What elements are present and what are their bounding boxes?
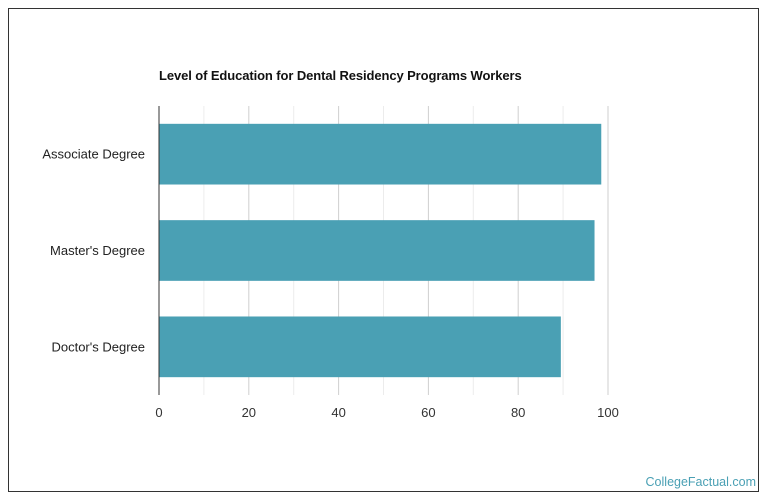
x-tick-label: 20 bbox=[242, 405, 256, 420]
category-label: Associate Degree bbox=[42, 147, 145, 162]
x-tick-label: 60 bbox=[421, 405, 435, 420]
watermark[interactable]: CollegeFactual.com bbox=[645, 475, 756, 489]
x-tick-label: 40 bbox=[331, 405, 345, 420]
bar[interactable] bbox=[159, 220, 595, 281]
x-tick-label: 100 bbox=[597, 405, 619, 420]
category-label: Doctor's Degree bbox=[51, 339, 145, 354]
chart-title: Level of Education for Dental Residency … bbox=[159, 68, 522, 83]
category-labels: Associate Degree Master's Degree Doctor's … bbox=[42, 147, 145, 355]
category-label: Master's Degree bbox=[50, 243, 145, 258]
x-tick-labels: 0 20 40 60 80 100 bbox=[155, 405, 618, 420]
bar[interactable] bbox=[159, 123, 602, 185]
x-tick-label: 80 bbox=[511, 405, 525, 420]
bars bbox=[159, 123, 602, 378]
bar[interactable] bbox=[159, 316, 561, 378]
x-tick-label: 0 bbox=[155, 405, 162, 420]
